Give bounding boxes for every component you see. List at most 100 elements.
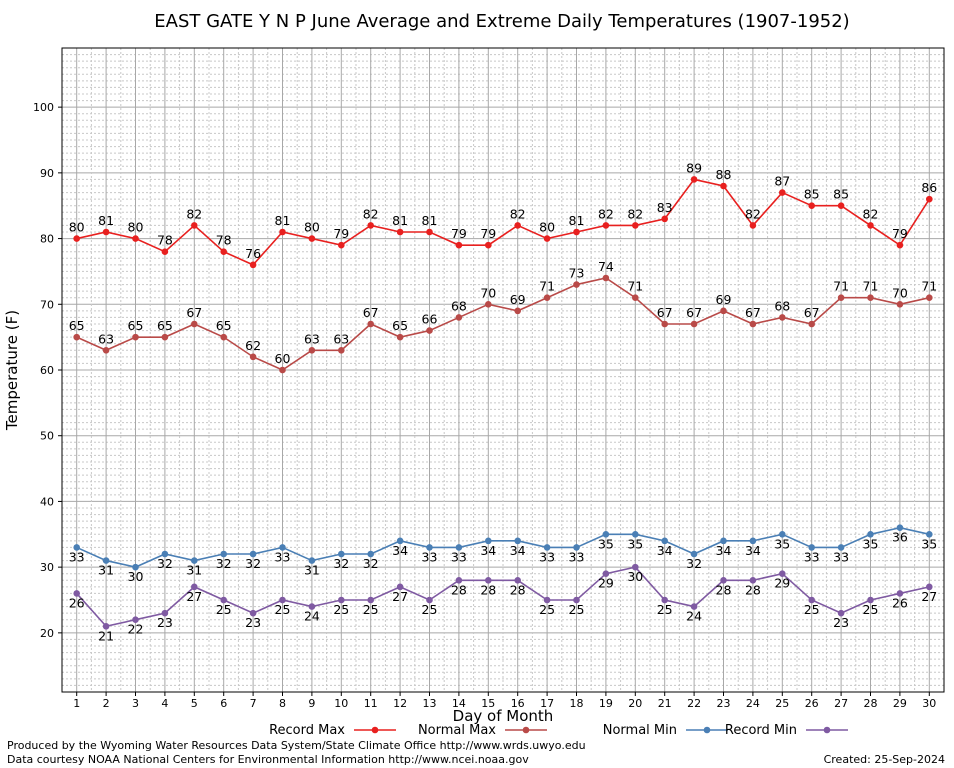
- record-min-point: [455, 576, 463, 584]
- x-tick-label: 23: [717, 697, 731, 710]
- normal-max-data-label: 65: [157, 318, 173, 333]
- record-min-point: [837, 609, 845, 617]
- record-max-data-label: 81: [275, 213, 291, 228]
- normal-min-point: [837, 544, 845, 551]
- normal-max-data-label: 65: [69, 318, 85, 333]
- y-tick-label: 70: [40, 298, 54, 311]
- record-max-data-label: 79: [333, 226, 349, 241]
- normal-max-point: [543, 294, 551, 302]
- normal-max-point: [690, 320, 698, 328]
- record-min-series: 26 21 22 23 27 25 23 25 24 25 25 27 25 28 28 28 25 25 29 30…: [69, 563, 937, 643]
- record-min-point: [485, 576, 492, 584]
- x-tick-label: 9: [308, 697, 315, 710]
- x-tick-label: 27: [834, 697, 848, 710]
- record-min-point: [779, 570, 786, 578]
- normal-min-point: [779, 530, 786, 538]
- record-min-data-label: 25: [216, 602, 232, 617]
- record-min-data-label: 25: [333, 602, 349, 617]
- record-max-point: [632, 222, 639, 229]
- normal-max-data-label: 70: [892, 285, 908, 300]
- x-tick-label: 22: [687, 697, 701, 710]
- record-min-data-label: 27: [921, 589, 937, 604]
- normal-max-point: [73, 333, 80, 341]
- record-max-data-label: 82: [363, 206, 379, 221]
- normal-max-data-label: 66: [422, 312, 438, 327]
- record-max-data-label: 79: [892, 226, 908, 241]
- record-min-point: [132, 616, 139, 624]
- normal-min-data-label: 35: [598, 536, 614, 551]
- record-min-point: [749, 576, 757, 584]
- normal-max-point: [338, 346, 345, 354]
- normal-min-point: [867, 530, 874, 538]
- normal-min-point: [102, 557, 110, 564]
- record-min-point: [896, 590, 904, 597]
- record-min-data-label: 27: [186, 589, 202, 604]
- y-axis-label: Temperature (F): [3, 310, 21, 431]
- record-max-point: [279, 228, 286, 236]
- normal-max-legend-label: Normal Max: [418, 723, 496, 738]
- record-min-data-label: 28: [480, 582, 496, 597]
- record-max-point: [837, 202, 845, 210]
- normal-min-point: [720, 537, 727, 545]
- chart-title: EAST GATE Y N P June Average and Extreme…: [154, 11, 849, 32]
- record-max-data-label: 82: [598, 206, 614, 221]
- normal-max-point: [926, 294, 933, 302]
- record-max-data-label: 82: [745, 206, 761, 221]
- normal-max-point: [249, 353, 257, 361]
- record-max-data-label: 81: [392, 213, 408, 228]
- record-min-data-label: 21: [98, 628, 114, 643]
- normal-min-point: [396, 537, 404, 545]
- y-tick-label: 30: [40, 561, 54, 574]
- record-min-point: [867, 596, 874, 604]
- record-min-point: [338, 596, 345, 604]
- normal-max-point: [485, 300, 492, 308]
- normal-min-point: [220, 550, 227, 558]
- record-max-data-label: 78: [157, 233, 173, 248]
- record-min-point: [220, 596, 227, 604]
- x-tick-label: 20: [628, 697, 642, 710]
- normal-max-data-label: 67: [686, 305, 702, 320]
- record-max-point: [720, 182, 727, 190]
- normal-max-point: [602, 274, 610, 282]
- normal-min-data-label: 33: [539, 549, 555, 564]
- record-min-data-label: 25: [569, 602, 585, 617]
- y-tick-label: 80: [40, 233, 54, 246]
- record-min-point: [690, 603, 698, 610]
- record-min-point: [720, 576, 727, 584]
- normal-max-data-label: 71: [921, 279, 937, 294]
- record-max-point: [220, 248, 227, 256]
- normal-max-point: [132, 333, 139, 341]
- normal-max-data-label: 71: [539, 279, 555, 294]
- record-min-data-label: 30: [627, 569, 643, 584]
- normal-min-point: [808, 544, 815, 551]
- record-max-data-label: 85: [833, 187, 849, 202]
- record-max-data-label: 85: [804, 187, 820, 202]
- normal-max-data-label: 67: [186, 305, 202, 320]
- normal-max-data-label: 69: [716, 292, 732, 307]
- x-tick-label: 5: [191, 697, 198, 710]
- y-tick-label: 90: [40, 167, 54, 180]
- record-max-point: [338, 241, 345, 249]
- normal-min-data-label: 33: [569, 549, 585, 564]
- normal-min-data-label: 33: [422, 549, 438, 564]
- x-tick-label: 1: [73, 697, 80, 710]
- x-tick-label: 7: [250, 697, 257, 710]
- normal-min-point: [132, 563, 139, 571]
- normal-max-point: [837, 294, 845, 302]
- normal-min-point: [426, 544, 433, 551]
- record-max-data-label: 89: [686, 160, 702, 175]
- normal-min-point: [602, 530, 610, 538]
- record-max-point: [455, 241, 463, 249]
- x-tick-label: 2: [103, 697, 110, 710]
- normal-max-point: [161, 333, 169, 341]
- normal-min-point: [690, 550, 698, 558]
- record-min-point: [191, 583, 198, 591]
- normal-min-point: [367, 550, 375, 558]
- normal-min-point: [455, 544, 463, 551]
- record-max-point: [132, 235, 139, 242]
- normal-min-line: [76, 526, 930, 568]
- normal-max-point: [102, 346, 110, 354]
- record-max-data-label: 82: [510, 206, 526, 221]
- record-min-data-label: 25: [863, 602, 879, 617]
- normal-min-data-label: 33: [69, 549, 85, 564]
